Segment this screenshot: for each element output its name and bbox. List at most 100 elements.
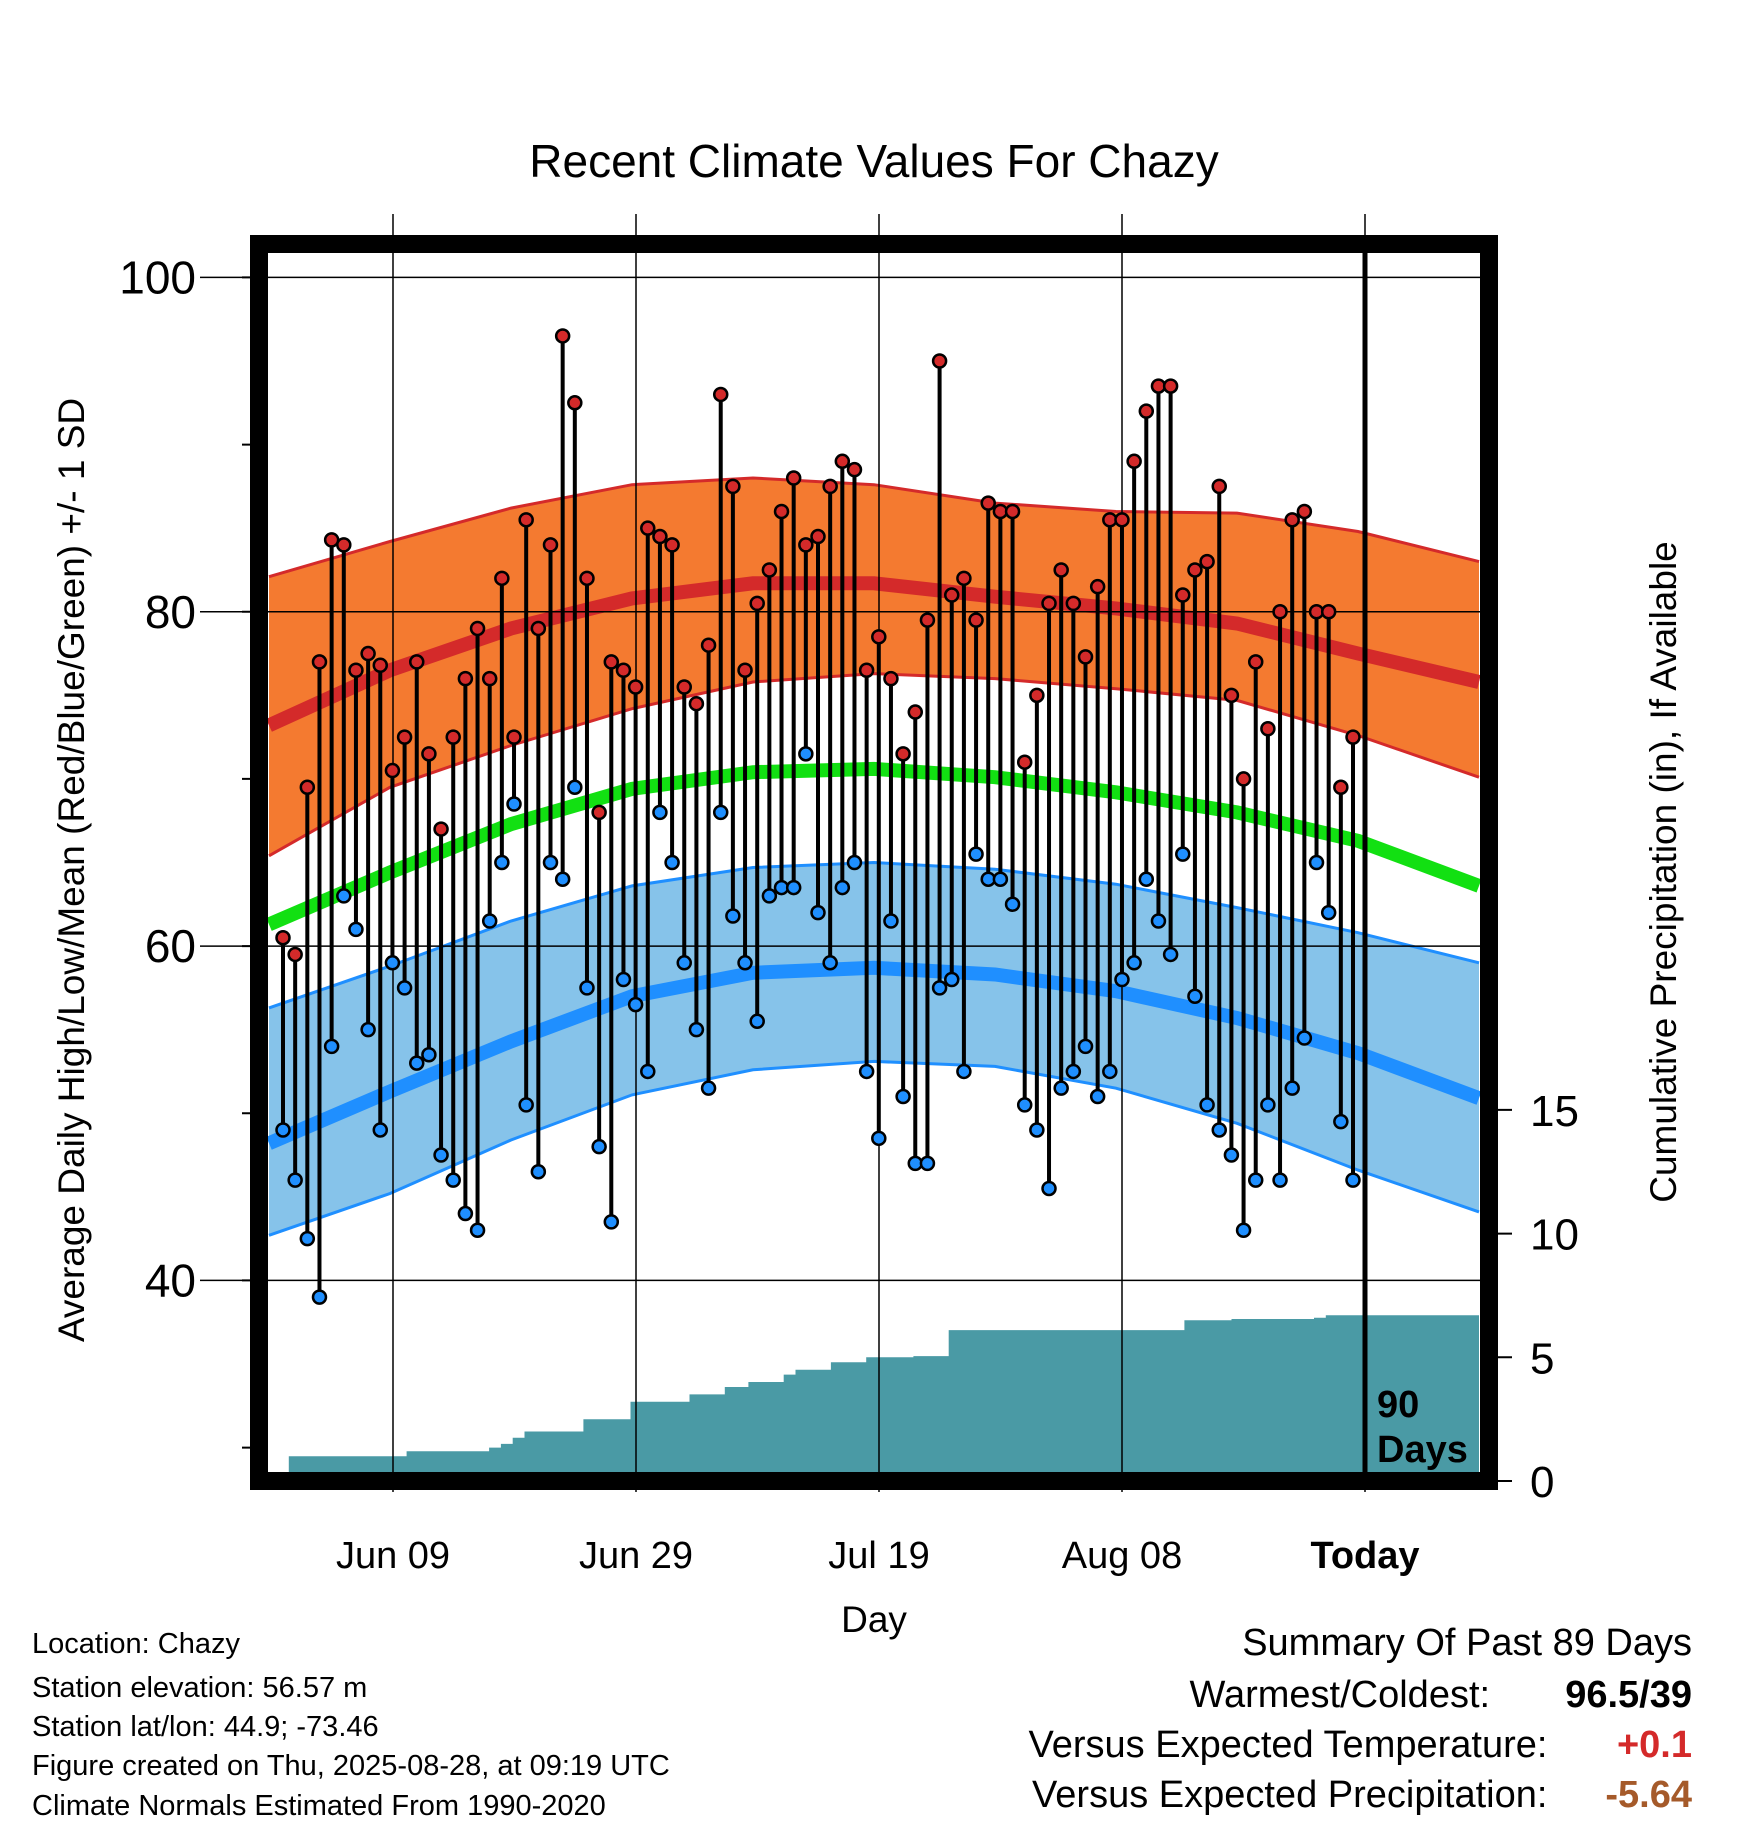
low-band-upper-edge xyxy=(268,860,1480,1010)
obs-low-point xyxy=(919,1155,936,1172)
obs-low-point xyxy=(725,908,741,924)
obs-low-point xyxy=(688,1021,705,1038)
obs-low-point xyxy=(1223,1147,1240,1163)
obs-low-point xyxy=(968,846,984,862)
obs-low-point xyxy=(858,1063,875,1080)
obs-high-point xyxy=(871,629,887,645)
elevation-info: Station elevation: 56.57 m xyxy=(32,1672,368,1704)
obs-high-point xyxy=(1016,754,1033,770)
obs-high-point xyxy=(567,395,583,411)
obs-high-point xyxy=(858,662,875,679)
axes: 40 60 80 100 0 5 10 15 Jun 09 Jun 29 Jul 19 Aug 08 T… xyxy=(119,235,1579,1577)
obs-low-point xyxy=(603,1214,620,1230)
obs-low-point xyxy=(1345,1172,1361,1188)
summary-warm-cold: Warmest/Coldest: 96.5/39 xyxy=(1190,1676,1692,1714)
y2-tick-label: 15 xyxy=(1530,1087,1579,1136)
normals-info: Climate Normals Estimated From 1990-2020 xyxy=(32,1790,606,1822)
obs-high-point xyxy=(530,620,547,637)
obs-low-point xyxy=(1029,1122,1045,1138)
obs-high-point xyxy=(931,353,948,369)
obs-low-point xyxy=(992,871,1009,887)
obs-high-point xyxy=(542,537,559,553)
obs-low-point xyxy=(275,1122,291,1138)
obs-high-point xyxy=(980,495,996,511)
obs-high-point xyxy=(518,512,534,528)
obs-high-point xyxy=(956,570,972,587)
x-axis-label: Day xyxy=(841,1599,907,1640)
obs-low-point xyxy=(506,796,522,812)
obs-high-point xyxy=(554,328,571,344)
obs-low-point xyxy=(567,779,583,796)
obs-high-point xyxy=(810,528,826,545)
precip-label: Versus Expected Precipitation: xyxy=(1032,1774,1548,1816)
obs-high-point xyxy=(1175,587,1191,603)
obs-low-point xyxy=(737,955,753,971)
obs-low-point xyxy=(1284,1080,1300,1096)
obs-high-point xyxy=(846,461,863,478)
obs-low-point xyxy=(1016,1097,1033,1113)
obs-low-point xyxy=(481,913,498,929)
obs-low-point xyxy=(1126,955,1142,971)
obs-high-point xyxy=(1247,654,1264,670)
obs-high-point xyxy=(433,821,449,837)
obs-low-point xyxy=(1053,1080,1069,1096)
obs-high-point xyxy=(409,654,425,670)
obs-low-point xyxy=(1235,1222,1252,1239)
y-tick-label: 100 xyxy=(119,251,196,303)
obs-high-point xyxy=(907,704,924,720)
obs-high-point xyxy=(311,654,328,670)
obs-low-point xyxy=(384,955,401,971)
obs-low-point xyxy=(1187,988,1203,1004)
obs-low-point xyxy=(749,1013,765,1030)
obs-low-point xyxy=(846,854,863,871)
obs-low-point xyxy=(615,971,632,988)
obs-high-point xyxy=(688,695,705,712)
obs-high-point xyxy=(883,670,899,687)
obs-high-point xyxy=(1053,562,1069,578)
high-band-upper-edge xyxy=(268,476,1480,579)
obs-high-point xyxy=(1089,578,1106,595)
obs-high-point xyxy=(457,670,474,687)
obs-low-point xyxy=(944,971,960,988)
obs-low-point xyxy=(299,1230,316,1247)
obs-high-point xyxy=(1004,503,1021,520)
period-label-days: Days xyxy=(1377,1429,1468,1471)
obs-low-point xyxy=(396,980,413,996)
warmest-value: 96.5 xyxy=(1565,1674,1640,1716)
y2-axis-label: Cumulative Precipitation (in), If Availa… xyxy=(1643,541,1684,1203)
obs-low-point xyxy=(1308,854,1325,871)
obs-low-point xyxy=(1175,846,1191,862)
obs-high-point xyxy=(712,386,729,403)
obs-low-point xyxy=(700,1080,717,1096)
obs-low-point xyxy=(895,1088,911,1105)
obs-low-point xyxy=(1272,1172,1288,1188)
obs-low-point xyxy=(445,1172,461,1188)
obs-low-point xyxy=(1211,1122,1227,1138)
y-axis-label: Average Daily High/Low/Mean (Red/Blue/Gr… xyxy=(51,398,92,1342)
x-tick-label: Jun 29 xyxy=(579,1535,693,1577)
obs-high-point xyxy=(1272,604,1288,620)
obs-low-point xyxy=(1247,1172,1264,1188)
warm-cold-label: Warmest/Coldest: xyxy=(1189,1674,1491,1716)
y2-tick-label: 5 xyxy=(1530,1334,1554,1383)
obs-high-point xyxy=(761,562,778,578)
obs-high-point xyxy=(1223,687,1240,704)
obs-low-point xyxy=(360,1021,376,1038)
obs-low-point xyxy=(542,854,559,871)
created-info: Figure created on Thu, 2025-08-28, at 09… xyxy=(32,1750,670,1782)
obs-low-point xyxy=(834,879,851,896)
obs-low-point xyxy=(712,804,729,821)
obs-high-point xyxy=(737,662,753,679)
obs-high-point xyxy=(1320,604,1337,620)
obs-high-point xyxy=(798,537,814,553)
obs-high-point xyxy=(749,595,765,612)
plot-frame xyxy=(250,235,1498,1490)
summary-temp: Versus Expected Temperature: +0.1 xyxy=(1029,1726,1692,1764)
obs-high-point xyxy=(1187,562,1203,578)
obs-low-point xyxy=(591,1138,607,1155)
obs-low-point xyxy=(421,1046,437,1063)
obs-high-point xyxy=(785,470,802,486)
x-tick-label: Aug 08 xyxy=(1062,1535,1182,1577)
obs-low-point xyxy=(494,854,510,871)
